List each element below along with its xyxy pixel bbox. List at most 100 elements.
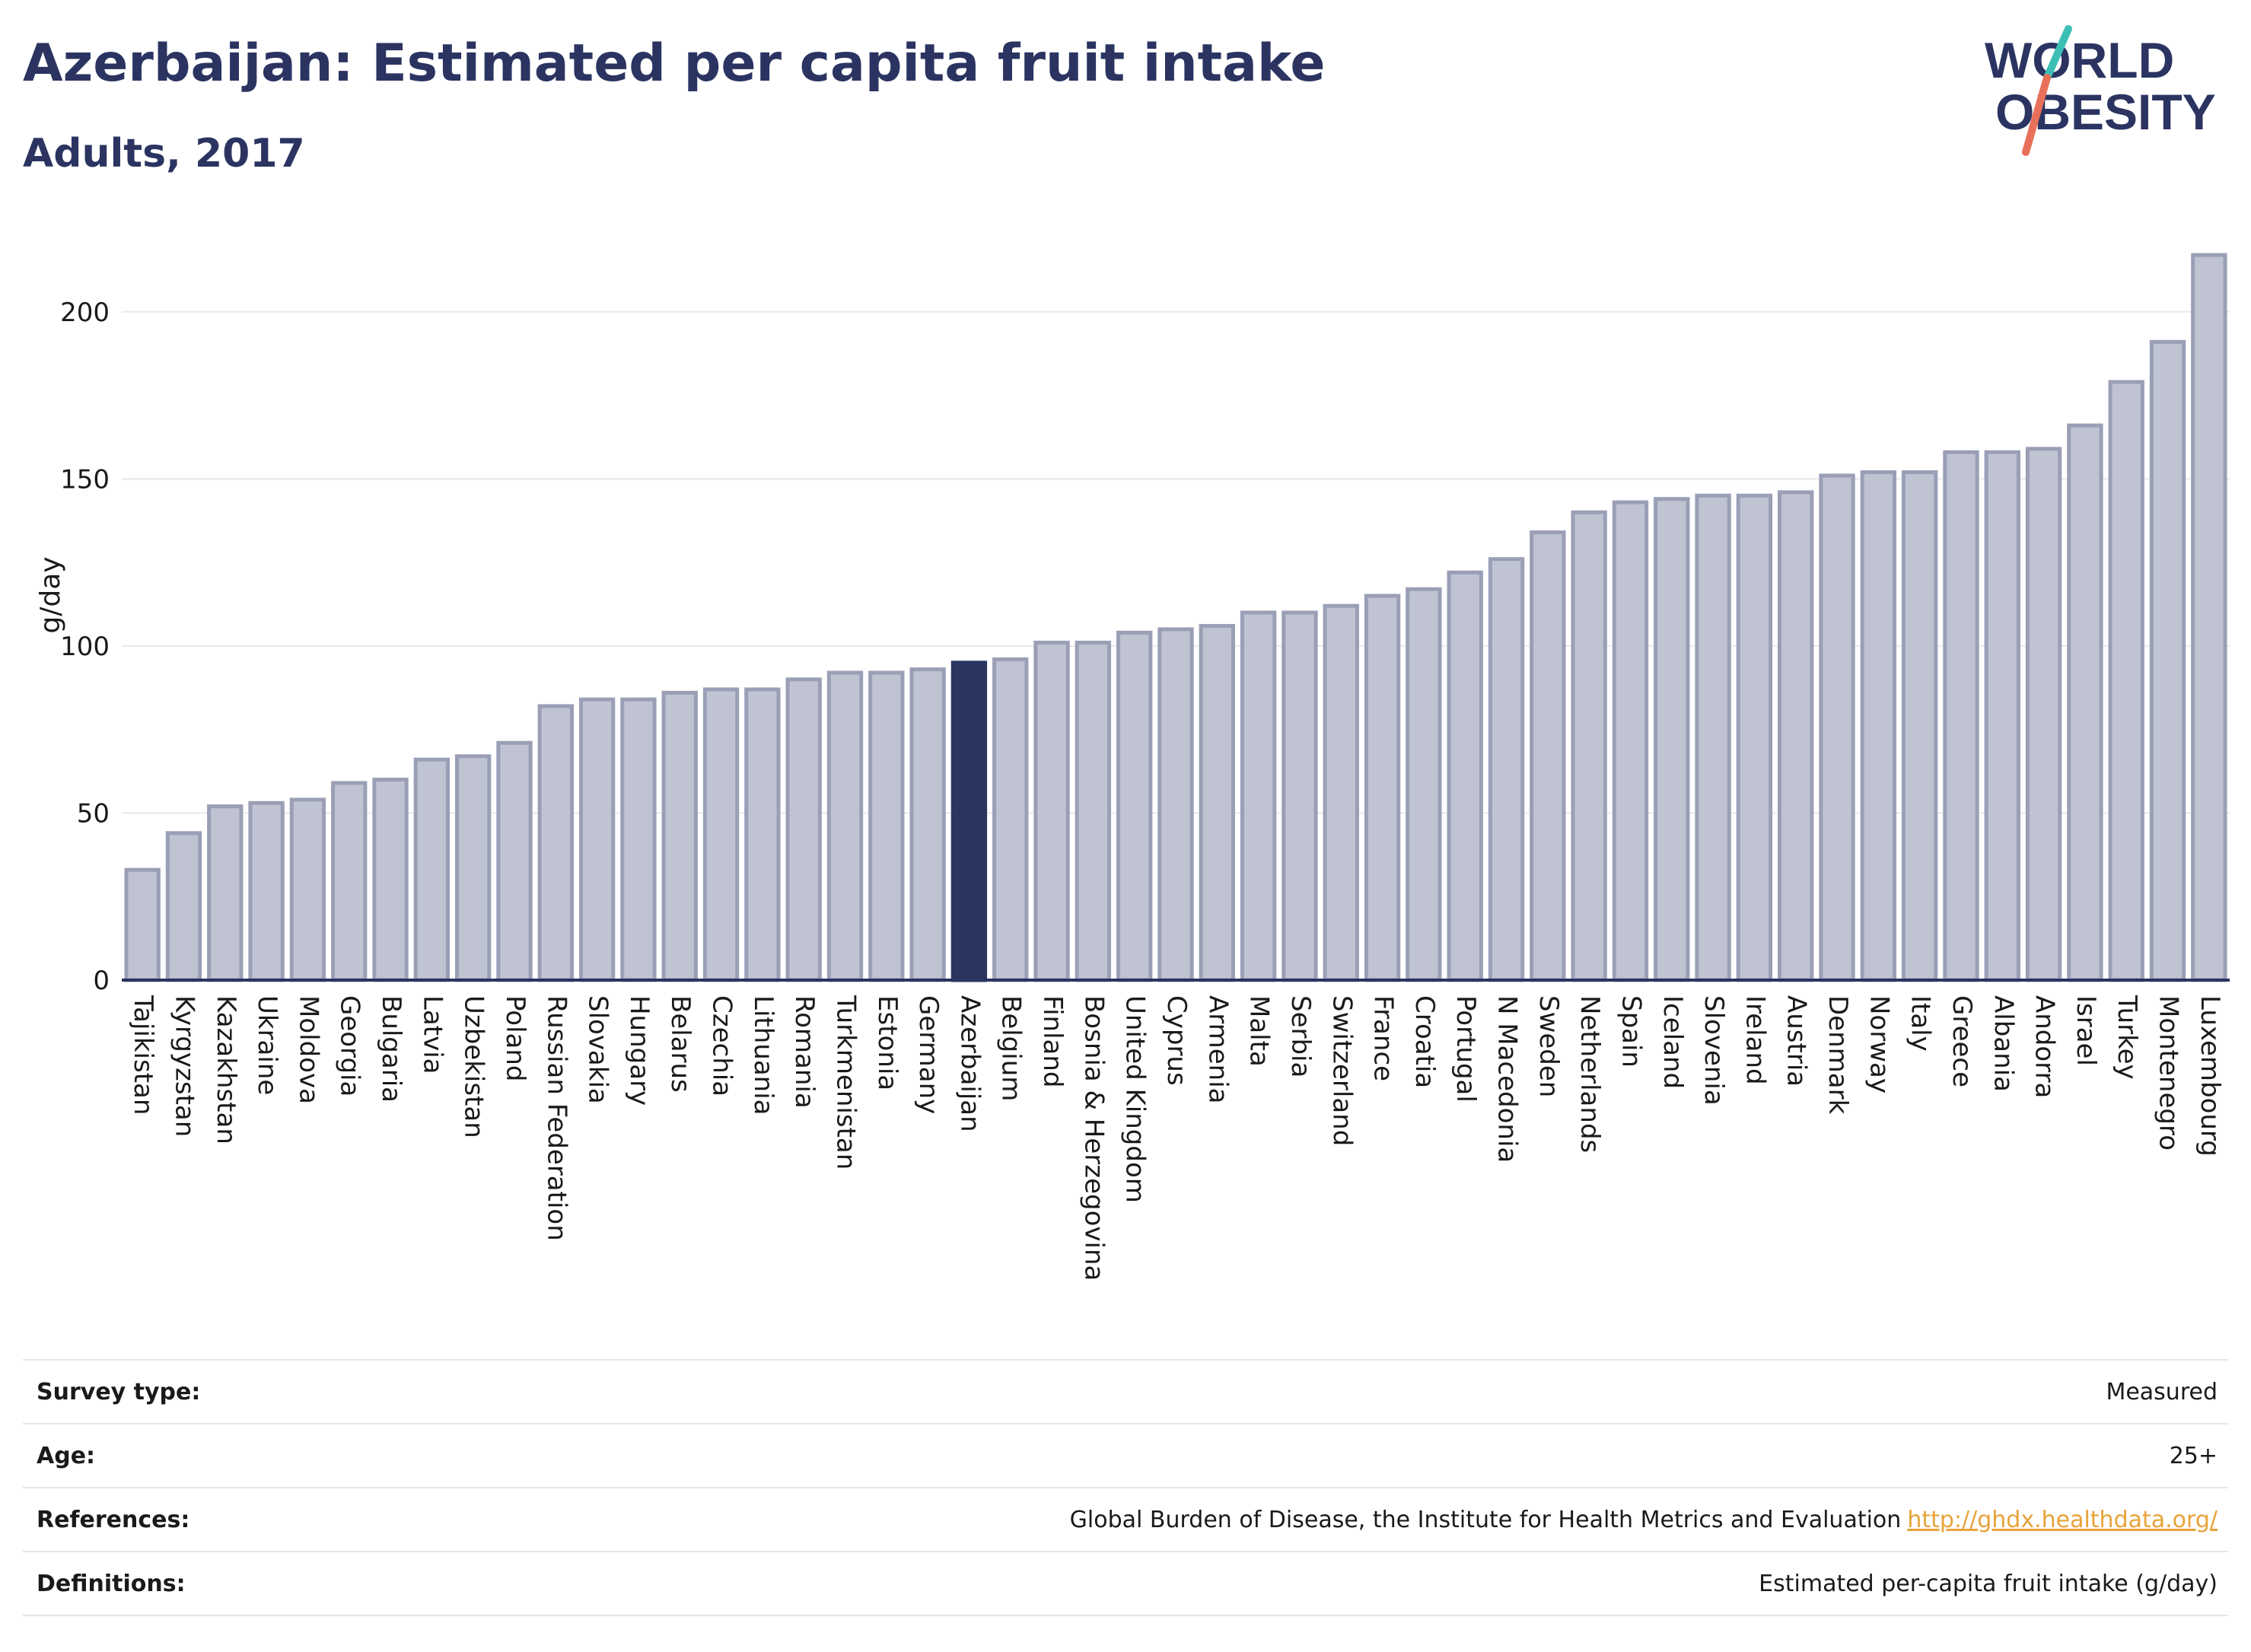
bar [1199,624,1235,982]
bar [454,754,492,982]
x-tick-label: Sweden [1533,995,1564,1097]
category-labels: Tajikistan Kyrgyzstan Kazakhstan Ukraine Mol… [128,995,2225,1281]
bar [785,677,822,982]
x-tick-label: Greece [1947,995,1977,1087]
meta-row-references: References: Global Burden of Disease, th… [23,1487,2228,1551]
bar [1447,570,1483,982]
x-tick-label: Croatia [1409,995,1440,1088]
bar [372,778,409,982]
x-tick-label: Bosnia & Herzegovina [1078,995,1109,1281]
bar [2067,423,2103,982]
bar [1075,640,1112,982]
x-tick-label: Czechia [707,995,737,1097]
y-tick-label: 100 [60,632,110,662]
bar [1406,587,1442,982]
bar [2108,380,2144,982]
y-tick-label: 0 [93,966,110,996]
x-tick-label: Slovenia [1699,995,1729,1106]
bar-chart: 0 50 100 150 200 Tajikistan Kyrgyzstan Kazakhs… [35,253,2230,1281]
bar [744,687,781,982]
x-tick-label: Turkey [2112,995,2142,1080]
x-tick-label: Austria [1781,995,1812,1087]
x-tick-label: Kyrgyzstan [169,995,199,1137]
x-tick-label: France [1368,995,1399,1081]
x-tick-label: Poland [500,995,530,1082]
y-tick-label: 200 [60,298,110,328]
x-tick-label: Belgium [996,995,1027,1101]
bar [537,704,574,982]
bar [2025,447,2062,982]
x-tick-label: Denmark [1823,995,1853,1115]
bar [1943,450,1979,982]
bar [992,657,1029,982]
references-link[interactable]: http://ghdx.healthdata.org/ [1907,1506,2218,1533]
x-tick-label: Luxembourg [2195,995,2225,1157]
x-tick-label: Germany [913,995,944,1114]
meta-row-survey-type: Survey type: Measured [23,1359,2228,1423]
bar [578,697,616,982]
bar [661,690,698,982]
logo-slash-coral [2022,74,2051,156]
x-tick-label: Israel [2071,995,2101,1066]
x-tick-label: Bulgaria [376,995,406,1103]
x-tick-label: Netherlands [1574,995,1605,1153]
x-tick-label: Tajikistan [128,995,158,1115]
x-tick-label: Malta [1244,995,1275,1067]
x-tick-label: Romania [789,995,820,1109]
bar [620,697,657,982]
bar [2191,253,2227,982]
bar [868,670,905,982]
bar [909,667,946,982]
x-tick-label: Estonia [872,995,903,1090]
bar [331,781,368,982]
definitions-label: Definitions: [37,1570,186,1597]
bar [1860,470,1897,982]
references-value-wrap: Global Burden of Disease, the Institute … [1070,1507,2228,1533]
logo-slash-teal [2043,25,2072,81]
bar [2149,339,2186,982]
x-tick-label: Iceland [1657,995,1688,1089]
page-title: Azerbaijan: Estimated per capita fruit i… [23,33,1326,94]
page-subtitle: Adults, 2017 [23,131,305,177]
x-tick-label: Ukraine [252,995,282,1095]
x-tick-label: Azerbaijan [954,995,985,1132]
x-tick-label: N Macedonia [1492,995,1523,1163]
x-tick-label: Serbia [1285,995,1316,1077]
age-label: Age: [37,1442,96,1469]
x-tick-label: Moldova [293,995,323,1104]
x-tick-label: Spain [1616,995,1646,1068]
x-tick-label: Lithuania [748,995,778,1115]
x-tick-label: Belarus [665,995,696,1093]
x-tick-label: Norway [1864,995,1894,1093]
bar [248,801,285,982]
meta-row-age: Age: 25+ [23,1423,2228,1487]
bar [702,687,740,982]
x-tick-label: Italy [1906,995,1936,1052]
x-tick-label: Ireland [1740,995,1770,1085]
bar [826,670,864,982]
x-tick-label: Albania [1988,995,2018,1092]
age-value: 25+ [2169,1442,2218,1469]
x-tick-label: Finland [1037,995,1068,1088]
x-tick-label: Turkmenistan [830,995,861,1170]
metadata-table: Survey type: Measured Age: 25+ Reference… [23,1359,2228,1616]
x-tick-label: Hungary [624,995,654,1106]
survey-type-value: Measured [2106,1378,2218,1405]
x-tick-label: Montenegro [2154,995,2184,1151]
x-tick-label: Latvia [417,995,447,1074]
y-axis-label: g/day [35,556,66,633]
bar [1736,493,1773,982]
bars [124,253,2227,982]
references-value: Global Burden of Disease, the Institute … [1069,1506,1902,1533]
x-tick-label: Georgia [335,995,365,1097]
bar [1364,594,1401,982]
world-obesity-logo: WORLD OBESITY [1985,25,2216,156]
x-tick-label: Switzerland [1326,995,1357,1146]
bar [496,740,533,982]
meta-row-definitions: Definitions: Estimated per-capita fruit … [23,1551,2228,1616]
definitions-value: Estimated per-capita fruit intake (g/day… [1759,1570,2218,1597]
x-tick-label: Kazakhstan [211,995,241,1144]
bar [289,797,326,982]
bar [1901,470,1938,982]
bar [1240,610,1277,982]
